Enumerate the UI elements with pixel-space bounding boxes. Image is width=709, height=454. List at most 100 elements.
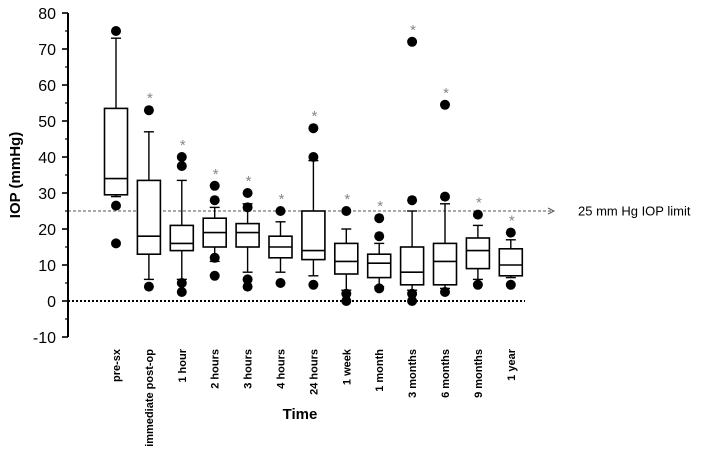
- box-3-months: *: [399, 22, 425, 306]
- outlier-point: [275, 278, 286, 288]
- box-1-week: *: [333, 191, 359, 306]
- outlier-point: [111, 26, 121, 36]
- x-category-label: immediate post-op: [144, 349, 156, 447]
- significance-star: *: [279, 191, 285, 208]
- x-category-label: 1 year: [506, 348, 518, 381]
- significance-star: *: [213, 166, 219, 183]
- outlier-point: [209, 180, 220, 191]
- y-axis: -10 0 10 20 30 40 50 60 70 80: [33, 6, 69, 347]
- box-2-hours: *: [202, 166, 227, 281]
- outlier-point: [407, 195, 418, 206]
- box-immediate-post-op: *: [136, 90, 162, 292]
- x-category-label: 2 hours: [210, 349, 222, 389]
- box-iqr: [136, 179, 162, 255]
- outlier-point: [308, 152, 319, 162]
- y-tick-label: 60: [38, 78, 56, 95]
- outlier-point: [176, 278, 187, 288]
- y-tick-label: 50: [38, 114, 56, 131]
- box-iqr: [301, 210, 326, 261]
- x-category-label: 1 month: [374, 349, 386, 392]
- outlier-point: [341, 288, 352, 299]
- outlier-point: [440, 191, 450, 202]
- outlier-point: [505, 227, 516, 238]
- x-category-label: pre-sx: [111, 348, 123, 382]
- box-iqr: [366, 253, 392, 279]
- outlier-point: [176, 287, 187, 297]
- x-category-label: 4 hours: [276, 349, 288, 389]
- outlier-point: [407, 36, 418, 47]
- outlier-point: [374, 283, 385, 294]
- y-tick-label: 10: [38, 258, 56, 275]
- outlier-point: [209, 270, 220, 281]
- significance-star: *: [476, 195, 482, 212]
- y-tick-label: 80: [38, 6, 56, 23]
- significance-star: *: [180, 137, 186, 154]
- x-axis-title: Time: [283, 406, 318, 423]
- box-3-hours: *: [235, 173, 260, 292]
- x-category-label: 9 months: [473, 349, 485, 398]
- outlier-point: [111, 238, 121, 249]
- x-category-label: 1 week: [341, 348, 353, 385]
- reference-arrow: [547, 207, 556, 215]
- outlier-point: [176, 161, 187, 171]
- box-24-hours: *: [301, 108, 326, 290]
- x-category-label: 1 hour: [177, 348, 189, 382]
- box-pre-sx: [103, 26, 129, 249]
- outlier-point: [308, 123, 319, 134]
- box-iqr: [103, 107, 129, 196]
- outlier-point: [209, 195, 220, 206]
- outlier-point: [143, 281, 154, 292]
- box-iqr: [235, 222, 260, 248]
- box-iqr: [465, 237, 491, 270]
- significance-star: *: [509, 213, 515, 230]
- x-category-label: 3 months: [407, 349, 419, 398]
- y-tick-label: 20: [38, 222, 56, 239]
- outlier-point: [242, 188, 253, 198]
- boxes-layer: * * * * * * * * * * * *: [103, 22, 524, 306]
- box-1-hour: *: [169, 137, 195, 297]
- outlier-point: [308, 279, 319, 290]
- outlier-point: [374, 213, 385, 224]
- box-4-hours: *: [268, 191, 293, 288]
- outlier-point: [341, 296, 352, 306]
- box-iqr: [333, 242, 359, 275]
- significance-star: *: [344, 191, 350, 208]
- outlier-point: [209, 252, 220, 263]
- outlier-point: [143, 105, 154, 116]
- x-category-label: 3 hours: [243, 349, 255, 389]
- box-iqr: [399, 246, 425, 286]
- box-9-months: *: [465, 195, 491, 290]
- significance-star: *: [443, 85, 449, 102]
- category-labels-layer: pre-sx immediate post-op 1 hour 2 hours 3 ho…: [111, 348, 518, 447]
- outlier-point: [111, 200, 121, 211]
- outlier-point: [407, 296, 418, 306]
- y-tick-label: 40: [38, 150, 56, 167]
- significance-star: *: [377, 198, 383, 215]
- outlier-point: [341, 206, 352, 216]
- outlier-point: [472, 279, 483, 290]
- outlier-point: [505, 279, 516, 290]
- y-tick-label: 0: [47, 294, 56, 311]
- outlier-point: [374, 231, 385, 242]
- significance-star: *: [246, 173, 252, 190]
- outlier-point: [242, 281, 253, 292]
- outlier-point: [440, 287, 450, 297]
- significance-star: *: [311, 108, 317, 125]
- significance-star: *: [147, 90, 153, 107]
- outlier-point: [242, 274, 253, 285]
- y-tick-label: 70: [38, 42, 56, 59]
- box-6-months: *: [432, 85, 458, 297]
- box-iqr: [498, 248, 524, 277]
- box-1-month: *: [366, 198, 392, 294]
- box-iqr: [432, 242, 458, 286]
- box-1-year: *: [498, 213, 524, 290]
- significance-star: *: [410, 22, 416, 39]
- box-iqr: [169, 224, 195, 252]
- reference-line-label: 25 mm Hg IOP limit: [578, 204, 691, 219]
- y-axis-title: IOP (mmHg): [7, 132, 24, 218]
- outlier-point: [176, 152, 187, 162]
- outlier-point: [275, 206, 286, 216]
- y-tick-label: -10: [33, 330, 56, 347]
- outlier-point: [472, 209, 483, 220]
- outlier-point: [407, 288, 418, 299]
